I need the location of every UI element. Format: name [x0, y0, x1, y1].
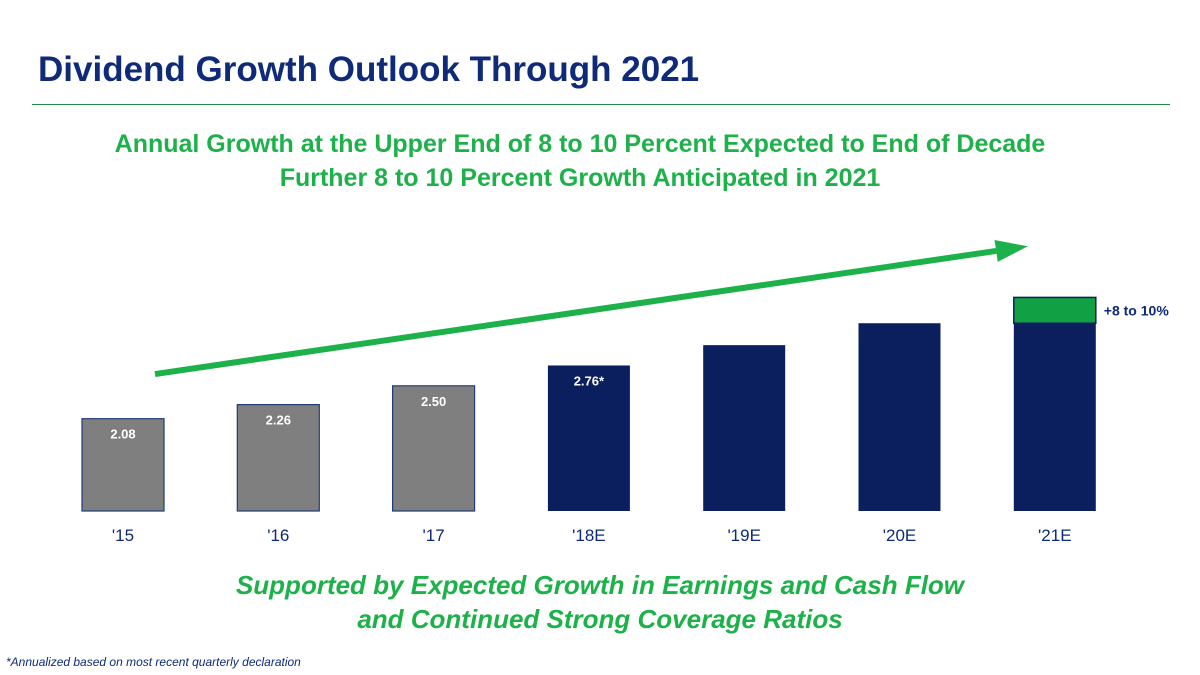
footer-line-1: Supported by Expected Growth in Earnings…	[235, 570, 965, 600]
bar-16	[236, 404, 320, 512]
bar-18E	[547, 365, 630, 511]
x-tick-label: '20E	[883, 526, 917, 545]
bar-15	[81, 418, 165, 512]
x-tick-label: '18E	[572, 526, 606, 545]
page-title: Dividend Growth Outlook Through 2021	[38, 50, 700, 89]
x-tick-label: '17	[423, 526, 445, 545]
x-tick-label: '15	[112, 526, 134, 545]
x-tick-label: '21E	[1038, 526, 1072, 545]
growth-segment-label: +8 to 10%	[1104, 302, 1170, 318]
x-tick-label: '16	[267, 526, 289, 545]
footer-line-2: and Continued Strong Coverage Ratios	[357, 604, 843, 634]
data-label-15: 2.08	[110, 427, 135, 442]
footnote: *Annualized based on most recent quarter…	[6, 655, 301, 669]
bar-19E	[703, 345, 786, 511]
x-tick-label: '19E	[727, 526, 761, 545]
data-label-16: 2.26	[266, 413, 291, 428]
trend-arrow-head	[994, 240, 1028, 262]
headline-line-2: Further 8 to 10 Percent Growth Anticipat…	[279, 164, 881, 192]
bar-21E	[1013, 323, 1096, 511]
headline-line-1: Annual Growth at the Upper End of 8 to 1…	[114, 130, 1046, 158]
data-label-18E: 2.76*	[574, 373, 605, 388]
growth-segment-21E	[1013, 296, 1097, 324]
title-divider	[32, 104, 1170, 105]
data-label-17: 2.50	[421, 394, 446, 409]
bar-20E	[858, 323, 941, 511]
trend-arrow-line	[154, 247, 997, 378]
bar-17	[392, 385, 476, 512]
